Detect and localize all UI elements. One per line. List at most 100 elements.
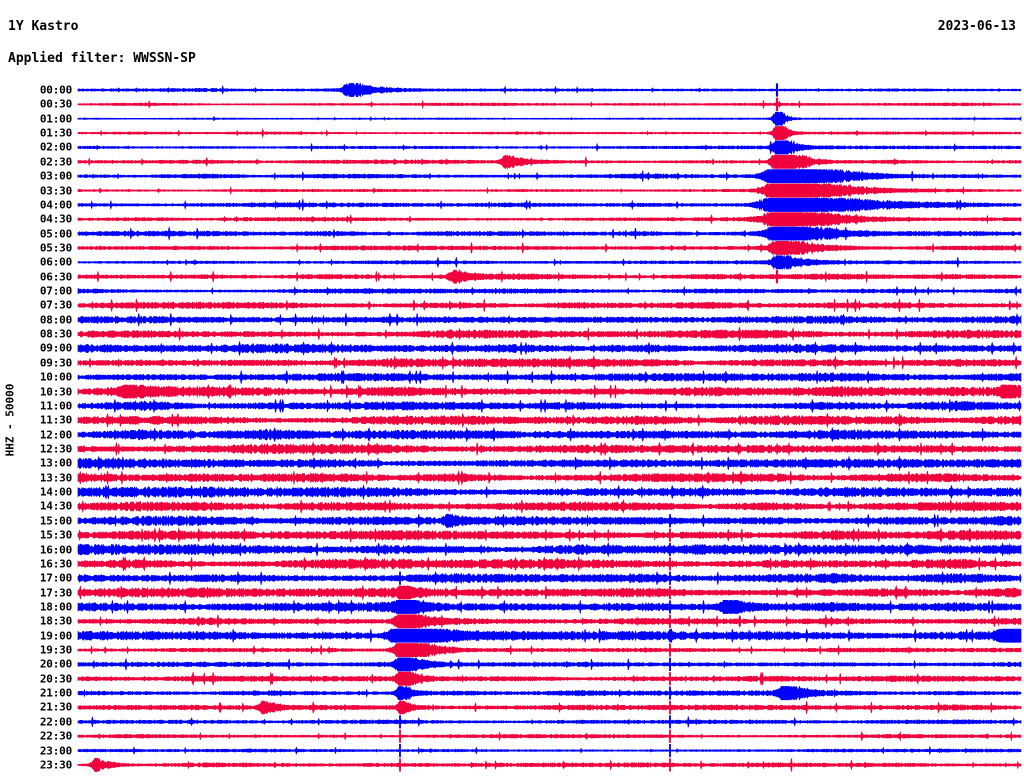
spike-column-c [399, 643, 401, 657]
time-label-0300: 03:00 [39, 169, 72, 183]
spike-column-c [399, 743, 401, 758]
trace-row-0600 [77, 254, 1022, 271]
time-axis: 00:00 00:30 01:00 01:30 02:00 02:30 03:00 03:30… [0, 0, 78, 780]
time-label-1900: 19:00 [39, 629, 72, 643]
spike-column-a [775, 155, 779, 169]
trace-row-0530 [77, 240, 1022, 256]
spike-column-a [775, 241, 779, 255]
spike-column-b [669, 743, 671, 758]
spike-column-b [669, 528, 671, 542]
spike-column-b [669, 758, 671, 772]
spike-column-c [399, 700, 401, 715]
trace-row-0630 [77, 268, 1022, 285]
time-label-0400: 04:00 [39, 198, 72, 212]
date-label: 2023-06-13 [937, 19, 1016, 34]
spike-column-b [669, 686, 671, 700]
spike-column-b [669, 542, 671, 557]
time-label-2100: 21:00 [39, 686, 72, 700]
spike-column-c [399, 614, 401, 628]
trace-row-1400 [77, 484, 1022, 501]
time-label-1300: 13:00 [39, 456, 72, 470]
spike-column-c [399, 629, 401, 643]
time-label-0800: 08:00 [39, 313, 72, 327]
time-label-0230: 02:30 [39, 155, 72, 169]
spike-column-c [399, 758, 401, 772]
time-label-1800: 18:00 [39, 600, 72, 614]
applied-filter-label: Applied filter: WWSSN-SP [8, 51, 196, 66]
trace-row-1630 [77, 555, 1022, 572]
trace-row-0100 [77, 111, 1022, 126]
time-label-0030: 00:30 [39, 97, 72, 111]
station-title: 1Y Kastro [8, 19, 79, 34]
time-label-1500: 15:00 [39, 514, 72, 528]
trace-row-0700 [77, 285, 1022, 297]
trace-row-0400 [77, 197, 1022, 213]
spike-column-c [399, 586, 401, 600]
time-label-0900: 09:00 [39, 341, 72, 355]
trace-row-1500 [77, 513, 1022, 529]
trace-row-1730 [77, 584, 1022, 601]
trace-row-1200 [77, 426, 1022, 443]
time-label-1230: 12:30 [39, 442, 72, 456]
spike-column-a [775, 198, 779, 212]
time-label-0430: 04:30 [39, 212, 72, 226]
spike-column-b [669, 557, 671, 571]
trace-row-1000 [77, 370, 1022, 385]
spike-column-a [775, 83, 779, 97]
trace-row-1900 [77, 627, 1022, 644]
spike-column-c [399, 715, 401, 729]
time-label-2330: 23:30 [39, 758, 72, 772]
spike-column-c [399, 600, 401, 614]
trace-row-1100 [77, 398, 1022, 413]
time-label-2230: 22:30 [39, 729, 72, 743]
trace-row-0030 [77, 99, 1022, 110]
trace-row-0800 [77, 312, 1022, 327]
time-label-0630: 06:30 [39, 270, 72, 284]
time-label-0930: 09:30 [39, 356, 72, 370]
time-label-0200: 02:00 [39, 140, 72, 154]
spike-column-b [669, 571, 671, 585]
trace-row-1230 [77, 441, 1022, 457]
spike-column-c [399, 686, 401, 700]
spike-column-b [669, 614, 671, 628]
time-label-0530: 05:30 [39, 241, 72, 255]
trace-row-0200 [77, 139, 1022, 156]
time-label-1600: 16:00 [39, 543, 72, 557]
time-label-1030: 10:30 [39, 385, 72, 399]
time-label-0130: 01:30 [39, 126, 72, 140]
time-label-1930: 19:30 [39, 643, 72, 657]
time-label-1100: 11:00 [39, 399, 72, 413]
spike-column-a [775, 270, 779, 284]
trace-row-0900 [77, 340, 1022, 357]
trace-row-1330 [77, 469, 1022, 486]
trace-row-0930 [77, 354, 1022, 371]
time-label-1530: 15:30 [39, 528, 72, 542]
spike-column-a [775, 126, 779, 140]
time-label-2300: 23:00 [39, 744, 72, 758]
time-label-1830: 18:30 [39, 614, 72, 628]
spike-column-b [669, 514, 671, 528]
spike-column-c [399, 729, 401, 743]
trace-row-1800 [77, 599, 1022, 615]
trace-row-2100 [77, 685, 1022, 701]
trace-row-2230 [77, 730, 1022, 742]
spike-column-a [775, 169, 779, 183]
time-label-0100: 01:00 [39, 112, 72, 126]
trace-row-1930 [77, 642, 1022, 658]
spike-column-a [775, 183, 779, 198]
time-label-1000: 10:00 [39, 370, 72, 384]
trace-row-0300 [77, 168, 1022, 184]
trace-row-2030 [77, 671, 1022, 687]
trace-row-0730 [77, 298, 1022, 313]
spike-column-a [775, 140, 779, 155]
spike-column-c [399, 672, 401, 686]
time-label-1630: 16:30 [39, 557, 72, 571]
trace-row-1030 [77, 383, 1022, 400]
trace-row-0500 [77, 226, 1022, 242]
time-label-1400: 14:00 [39, 485, 72, 499]
trace-row-0330 [77, 182, 1022, 199]
trace-row-1830 [77, 614, 1022, 629]
